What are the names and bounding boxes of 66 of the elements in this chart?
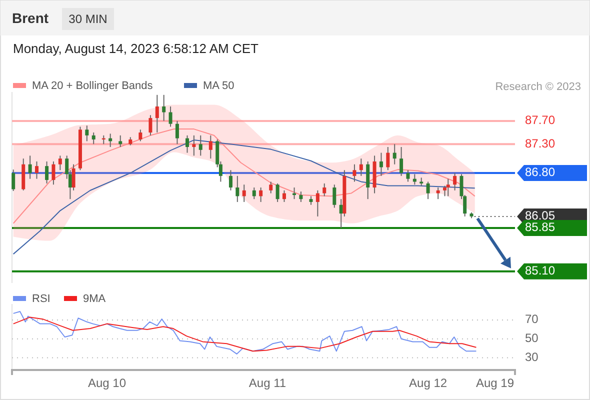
candlestick [162, 94, 166, 122]
candlestick [400, 146, 404, 176]
text: 30 MIN [68, 12, 108, 26]
candlestick [85, 125, 89, 142]
candlestick [192, 134, 196, 156]
annotation: Research © 2023 [495, 81, 581, 93]
candlestick [269, 181, 273, 194]
ref-line-label: 87.70 [525, 113, 556, 128]
candlestick [359, 158, 363, 176]
legend-label: MA 50 [203, 80, 234, 92]
x-tick-label: Aug 10 [88, 376, 126, 390]
candlestick [148, 114, 152, 136]
candlestick [138, 129, 142, 142]
candlestick [58, 155, 62, 171]
candlestick [259, 187, 263, 202]
candlestick [228, 170, 232, 191]
chart-subtitle: Monday, August 14, 2023 6:58:12 AM CET [13, 41, 259, 56]
candlestick [332, 184, 336, 208]
candlestick [12, 169, 16, 192]
chart-title: Brent [12, 10, 49, 26]
candlestick [453, 172, 457, 191]
y-tick-label: 50 [525, 331, 539, 346]
candlestick [52, 160, 56, 186]
candlestick [366, 160, 370, 200]
candlestick [252, 187, 256, 200]
ref-line-label: 85.10 [525, 264, 556, 278]
candlestick [185, 134, 189, 154]
legend-label: MA 20 + Bollinger Bands [32, 80, 154, 92]
candlestick [175, 120, 179, 145]
line-series [12, 311, 477, 354]
candlestick [168, 106, 172, 128]
candlestick [242, 184, 246, 202]
legend-label: RSI [32, 292, 50, 305]
candlestick [322, 182, 326, 197]
ref-line-label: 85.85 [525, 220, 556, 234]
candlestick [45, 160, 49, 184]
y-tick-label: 70 [525, 312, 539, 326]
candlestick [35, 160, 38, 180]
legend-label: 9MA [83, 292, 106, 305]
candlestick [198, 134, 202, 156]
text: Aug 19 [476, 376, 514, 390]
candlestick [426, 181, 430, 200]
candlestick [28, 155, 32, 180]
candlestick [446, 178, 450, 197]
x-tick-label: Aug 11 [248, 376, 286, 390]
candlestick [436, 187, 440, 200]
candlestick [276, 182, 280, 202]
line-series [12, 316, 477, 352]
candlestick [386, 146, 390, 171]
candlestick [155, 94, 159, 134]
candlestick [352, 164, 356, 182]
candlestick [208, 134, 212, 160]
ref-line-label: 86.05 [525, 208, 556, 223]
candlestick [406, 170, 410, 182]
ref-line-label: 86.80 [525, 165, 556, 180]
candlestick [92, 132, 96, 145]
candlestick [392, 144, 396, 165]
candlestick [236, 175, 240, 202]
candlestick [379, 152, 383, 176]
x-tick-label: Aug 12 [409, 376, 448, 390]
y-tick-label: 30 [525, 350, 539, 364]
candlestick [299, 191, 303, 202]
ref-line-label: 87.30 [525, 136, 556, 150]
candlestick [282, 190, 286, 202]
candlestick [316, 190, 320, 217]
candlestick [118, 134, 122, 148]
